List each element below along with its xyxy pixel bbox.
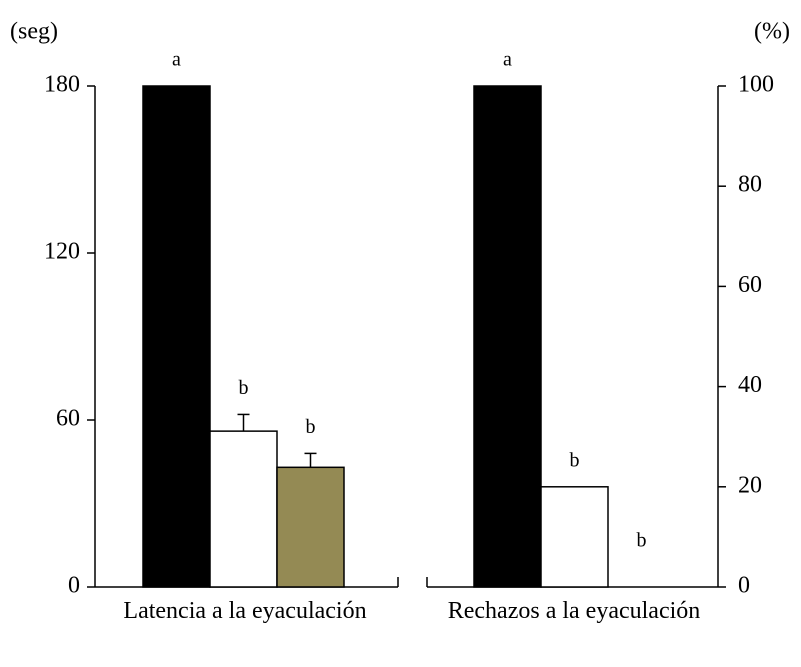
significance-letter: b [570,449,580,471]
significance-letter: b [306,416,316,438]
bar [142,85,211,588]
y-tick-label: 80 [738,172,762,198]
bar [276,466,345,588]
y-tick-label: 0 [68,573,80,599]
y-tick-label: 20 [738,472,762,498]
y-tick-label: 60 [738,272,762,298]
significance-letter: a [503,49,512,71]
y-tick-label: 40 [738,372,762,398]
axis-label: (seg) [10,19,58,45]
y-tick-label: 120 [44,239,80,265]
significance-letter: b [637,530,647,552]
bar [540,486,609,588]
y-tick-label: 100 [738,72,774,98]
axis-label: (%) [754,19,790,45]
bar [473,85,542,588]
significance-letter: b [239,377,249,399]
bar [209,430,278,588]
x-tick-label: Latencia a la eyaculación [123,598,367,624]
x-tick-label: Rechazos a la eyaculación [447,598,701,624]
y-tick-label: 0 [738,573,750,599]
significance-letter: a [172,49,181,71]
y-tick-label: 180 [44,72,80,98]
y-tick-label: 60 [56,406,80,432]
